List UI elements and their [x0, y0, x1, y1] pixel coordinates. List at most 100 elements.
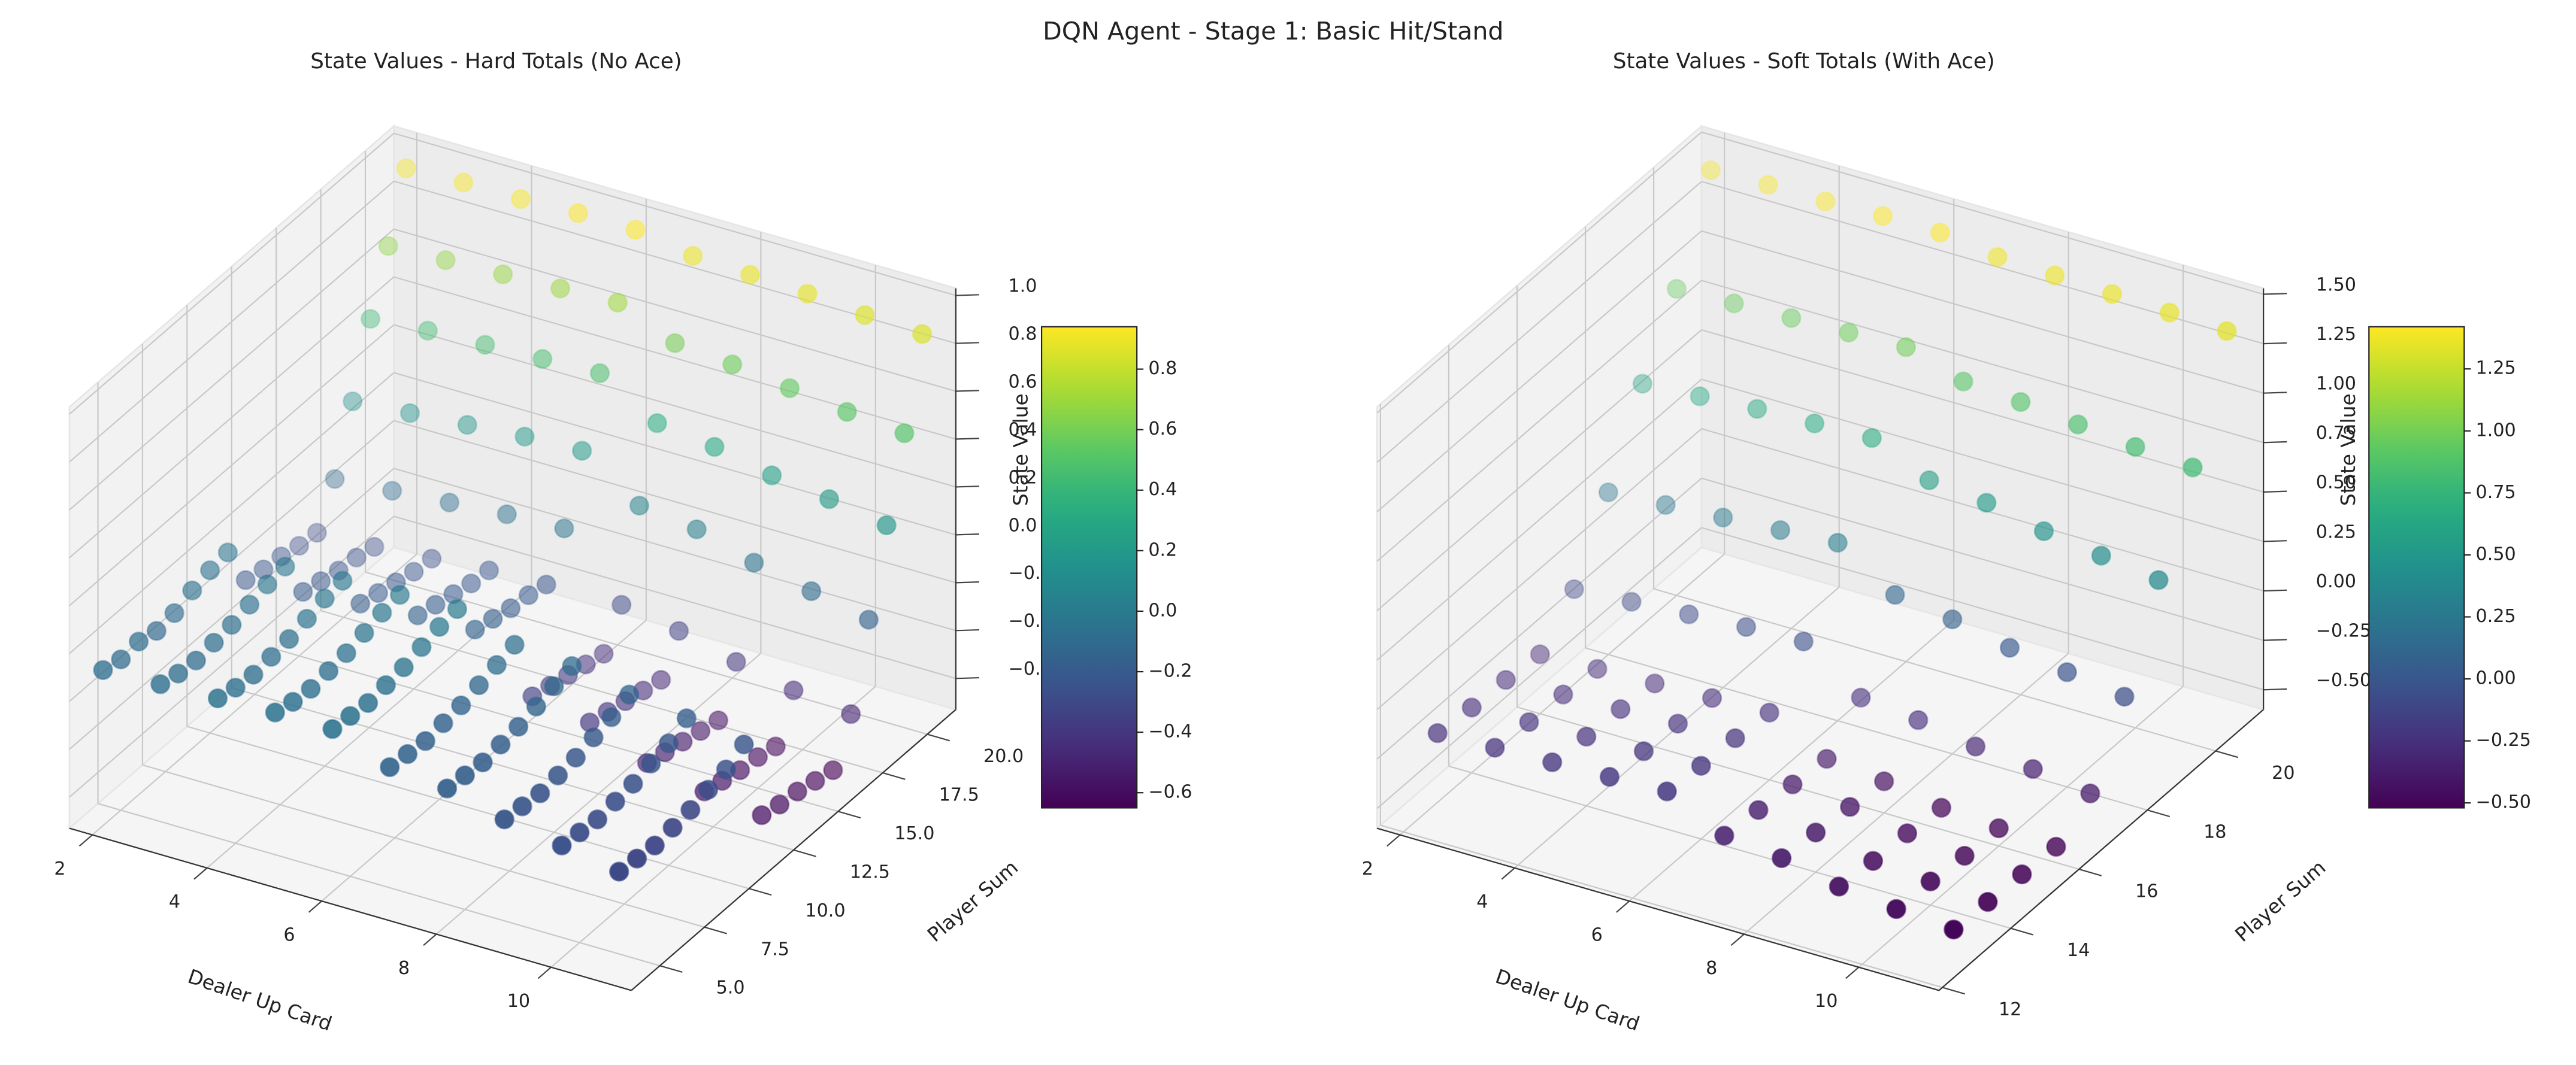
tick-mark — [749, 888, 772, 896]
tick-mark — [838, 811, 861, 819]
x-axis-label: Dealer Up Card — [1493, 964, 1643, 1036]
data-point — [514, 426, 535, 447]
grid-line — [1376, 477, 1702, 760]
data-point — [583, 727, 604, 748]
data-point — [2012, 864, 2032, 885]
data-point — [1666, 278, 1687, 299]
data-point — [421, 548, 442, 569]
data-point — [150, 674, 171, 694]
data-point — [690, 721, 711, 741]
colorbar-tick-label: 0.50 — [2476, 544, 2516, 565]
tick-mark — [704, 926, 728, 934]
data-point — [1805, 822, 1826, 843]
grid-line — [231, 687, 794, 851]
tick-mark — [882, 772, 906, 780]
data-point — [301, 678, 321, 699]
data-point — [1782, 774, 1803, 795]
data-point — [433, 713, 453, 733]
grid-line — [320, 610, 883, 774]
data-point — [389, 585, 410, 605]
data-point — [475, 335, 495, 355]
data-point — [207, 688, 228, 709]
data-point — [1873, 771, 1894, 791]
tick-mark — [308, 900, 322, 913]
data-point — [716, 759, 737, 780]
z-tick-label: 0.6 — [1009, 371, 1037, 392]
data-point — [647, 413, 667, 433]
colorbar-tick-label: −0.50 — [2476, 792, 2531, 813]
z-tick-label: 1.00 — [2316, 374, 2356, 395]
data-point — [378, 236, 399, 256]
data-point — [623, 773, 643, 794]
tick-mark — [2263, 688, 2287, 691]
y-axis-label: Player Sum — [923, 855, 1022, 946]
grid-line — [1701, 131, 2264, 295]
tick-mark — [423, 933, 437, 946]
data-point — [1988, 818, 2009, 839]
data-point — [2102, 284, 2123, 304]
data-point — [455, 765, 475, 786]
data-point — [644, 835, 665, 856]
data-point — [1598, 482, 1619, 503]
data-point — [568, 203, 589, 223]
data-point — [164, 603, 184, 623]
data-point — [1944, 919, 1964, 940]
data-point — [279, 629, 299, 650]
data-point — [318, 661, 339, 681]
z-tick-label: −0.50 — [2316, 670, 2371, 691]
data-point — [1496, 670, 1516, 690]
data-point — [565, 747, 586, 768]
x-axis-line — [1376, 827, 1939, 991]
grid-line — [1376, 428, 1702, 711]
data-point — [1736, 617, 1757, 637]
colorbar-tick-label: 0.00 — [2476, 668, 2516, 689]
data-point — [451, 695, 471, 716]
grid-line — [393, 324, 956, 488]
data-point — [2125, 436, 2146, 457]
tick-mark — [2263, 342, 2287, 345]
y-axis-line — [1938, 709, 2264, 991]
tick-mark — [2010, 927, 2034, 936]
data-point — [570, 822, 590, 843]
data-point — [1553, 684, 1573, 705]
data-point — [1599, 766, 1620, 787]
grid-line — [1701, 329, 2264, 493]
z-axis-label: State Value — [1009, 393, 1033, 506]
y-tick-label: 5.0 — [716, 978, 745, 999]
z-axis-label: State Value — [2336, 393, 2360, 506]
data-point — [257, 574, 278, 594]
tick-mark — [955, 486, 979, 488]
data-point — [146, 621, 167, 641]
data-point — [1872, 206, 1893, 226]
colorbar-tick-label: 0.8 — [1148, 358, 1177, 379]
data-point — [1725, 728, 1745, 748]
data-point — [380, 757, 400, 778]
data-point — [722, 354, 743, 375]
data-point — [358, 693, 379, 713]
data-point — [1747, 399, 1767, 419]
data-point — [801, 581, 822, 602]
data-point — [2091, 545, 2111, 566]
data-point — [1621, 591, 1642, 612]
data-point — [397, 744, 418, 764]
data-point — [547, 765, 568, 786]
grid-line — [1743, 653, 2069, 935]
data-point — [350, 593, 371, 614]
data-point — [222, 615, 242, 635]
z-tick-label: 0.0 — [1009, 515, 1037, 536]
data-point — [704, 436, 725, 457]
data-point — [855, 305, 875, 326]
grid-line — [1376, 131, 1702, 414]
colorbar-tick-label: 0.4 — [1148, 479, 1177, 500]
data-point — [680, 800, 701, 820]
data-point — [734, 734, 754, 755]
data-point — [1885, 584, 1905, 605]
axes-title: State Values - Soft Totals (With Ace) — [1613, 49, 1995, 74]
data-point — [1919, 470, 1939, 490]
data-point — [840, 704, 861, 724]
tick-mark — [2263, 293, 2287, 295]
tick-mark — [659, 965, 683, 973]
colorbar-tick-label: −0.25 — [2476, 730, 2531, 751]
data-point — [2148, 570, 2169, 590]
